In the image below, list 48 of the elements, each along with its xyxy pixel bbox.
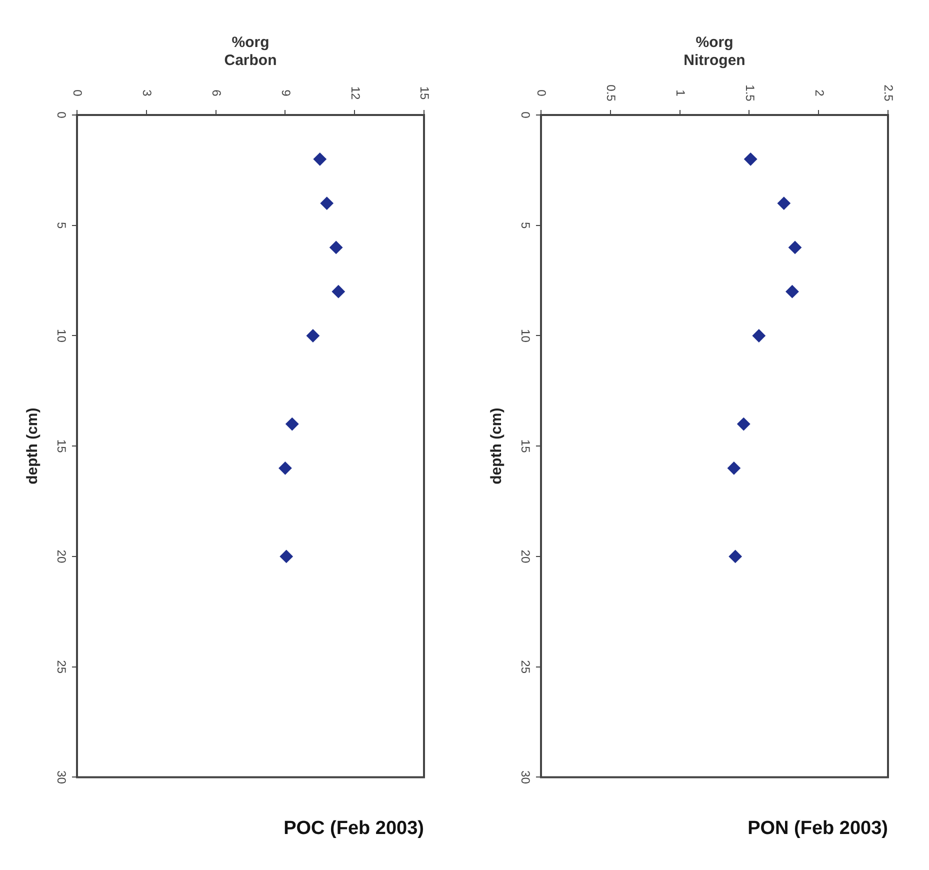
x-tick-label: 0 xyxy=(534,90,549,97)
point xyxy=(286,418,299,431)
y-tick-label: 10 xyxy=(54,329,69,343)
x-tick-label: 3 xyxy=(140,90,154,97)
point xyxy=(777,196,790,210)
point xyxy=(788,240,802,254)
y-axis-title: depth (cm) xyxy=(24,408,42,484)
point xyxy=(727,462,740,475)
point xyxy=(306,329,320,342)
x-tick-label: 6 xyxy=(209,90,224,97)
y-tick-label: 30 xyxy=(54,770,69,784)
y-tick-label: 20 xyxy=(518,550,533,564)
y-tick-label: 20 xyxy=(54,550,69,564)
x-tick-label: 2 xyxy=(812,90,826,97)
text: POC (Feb 2003) xyxy=(284,818,424,839)
x-tick-label: 1 xyxy=(673,90,688,97)
x-tick-label: 9 xyxy=(278,90,293,97)
point xyxy=(332,285,345,298)
point xyxy=(278,462,292,475)
x-tick-label: 0.5 xyxy=(604,84,618,102)
y-tick-label: 0 xyxy=(518,112,533,119)
point xyxy=(280,550,293,563)
y-tick-label: 0 xyxy=(54,112,69,119)
y-tick-label: 25 xyxy=(54,660,69,674)
point xyxy=(330,240,343,254)
y-tick-label: 10 xyxy=(518,329,533,343)
point xyxy=(737,418,750,431)
text: PON (Feb 2003) xyxy=(748,818,888,839)
x-tick-label: 12 xyxy=(348,86,362,100)
x-tick-label: 2.5 xyxy=(882,84,896,102)
point xyxy=(744,152,758,166)
point xyxy=(728,550,742,563)
x-axis-title: %org Nitrogen xyxy=(684,34,746,70)
y-tick-label: 15 xyxy=(518,439,533,454)
point xyxy=(752,329,766,342)
x-tick-label: 1.5 xyxy=(742,84,757,102)
x-tick-label: 0 xyxy=(70,90,85,97)
point xyxy=(320,196,334,210)
x-axis-title: %org Carbon xyxy=(224,34,277,70)
y-tick-label: 15 xyxy=(54,439,69,454)
y-tick-label: 5 xyxy=(54,222,69,230)
y-tick-label: 25 xyxy=(518,660,533,674)
y-tick-label: 30 xyxy=(518,770,533,784)
point xyxy=(786,285,799,298)
point xyxy=(313,152,326,166)
x-tick-label: 15 xyxy=(418,86,432,100)
y-axis-title: depth (cm) xyxy=(488,408,506,484)
y-tick-label: 5 xyxy=(518,222,533,230)
